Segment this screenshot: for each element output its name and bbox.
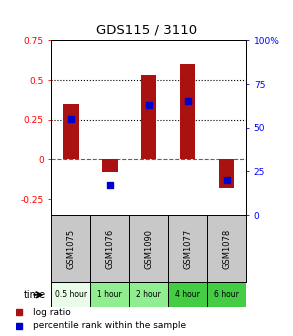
- Bar: [129, 282, 168, 307]
- Text: 1 hour: 1 hour: [97, 290, 122, 299]
- Text: percentile rank within the sample: percentile rank within the sample: [33, 322, 186, 330]
- Text: GSM1078: GSM1078: [222, 228, 231, 269]
- Bar: [51, 282, 90, 307]
- Text: log ratio: log ratio: [33, 308, 71, 317]
- Bar: [102, 160, 117, 172]
- Bar: [207, 282, 246, 307]
- Text: 0.5 hour: 0.5 hour: [55, 290, 87, 299]
- Text: GSM1090: GSM1090: [144, 228, 153, 269]
- Bar: [141, 75, 156, 160]
- Text: 6 hour: 6 hour: [214, 290, 239, 299]
- Bar: [180, 64, 195, 160]
- Text: GSM1075: GSM1075: [66, 228, 75, 269]
- Text: GSM1076: GSM1076: [105, 228, 114, 269]
- Text: 4 hour: 4 hour: [175, 290, 200, 299]
- Bar: [219, 160, 234, 188]
- Text: GSM1077: GSM1077: [183, 228, 192, 269]
- Text: time: time: [23, 290, 45, 300]
- Bar: [168, 282, 207, 307]
- Text: 2 hour: 2 hour: [136, 290, 161, 299]
- Text: GDS115 / 3110: GDS115 / 3110: [96, 24, 197, 37]
- Bar: [90, 282, 129, 307]
- Bar: [63, 104, 79, 160]
